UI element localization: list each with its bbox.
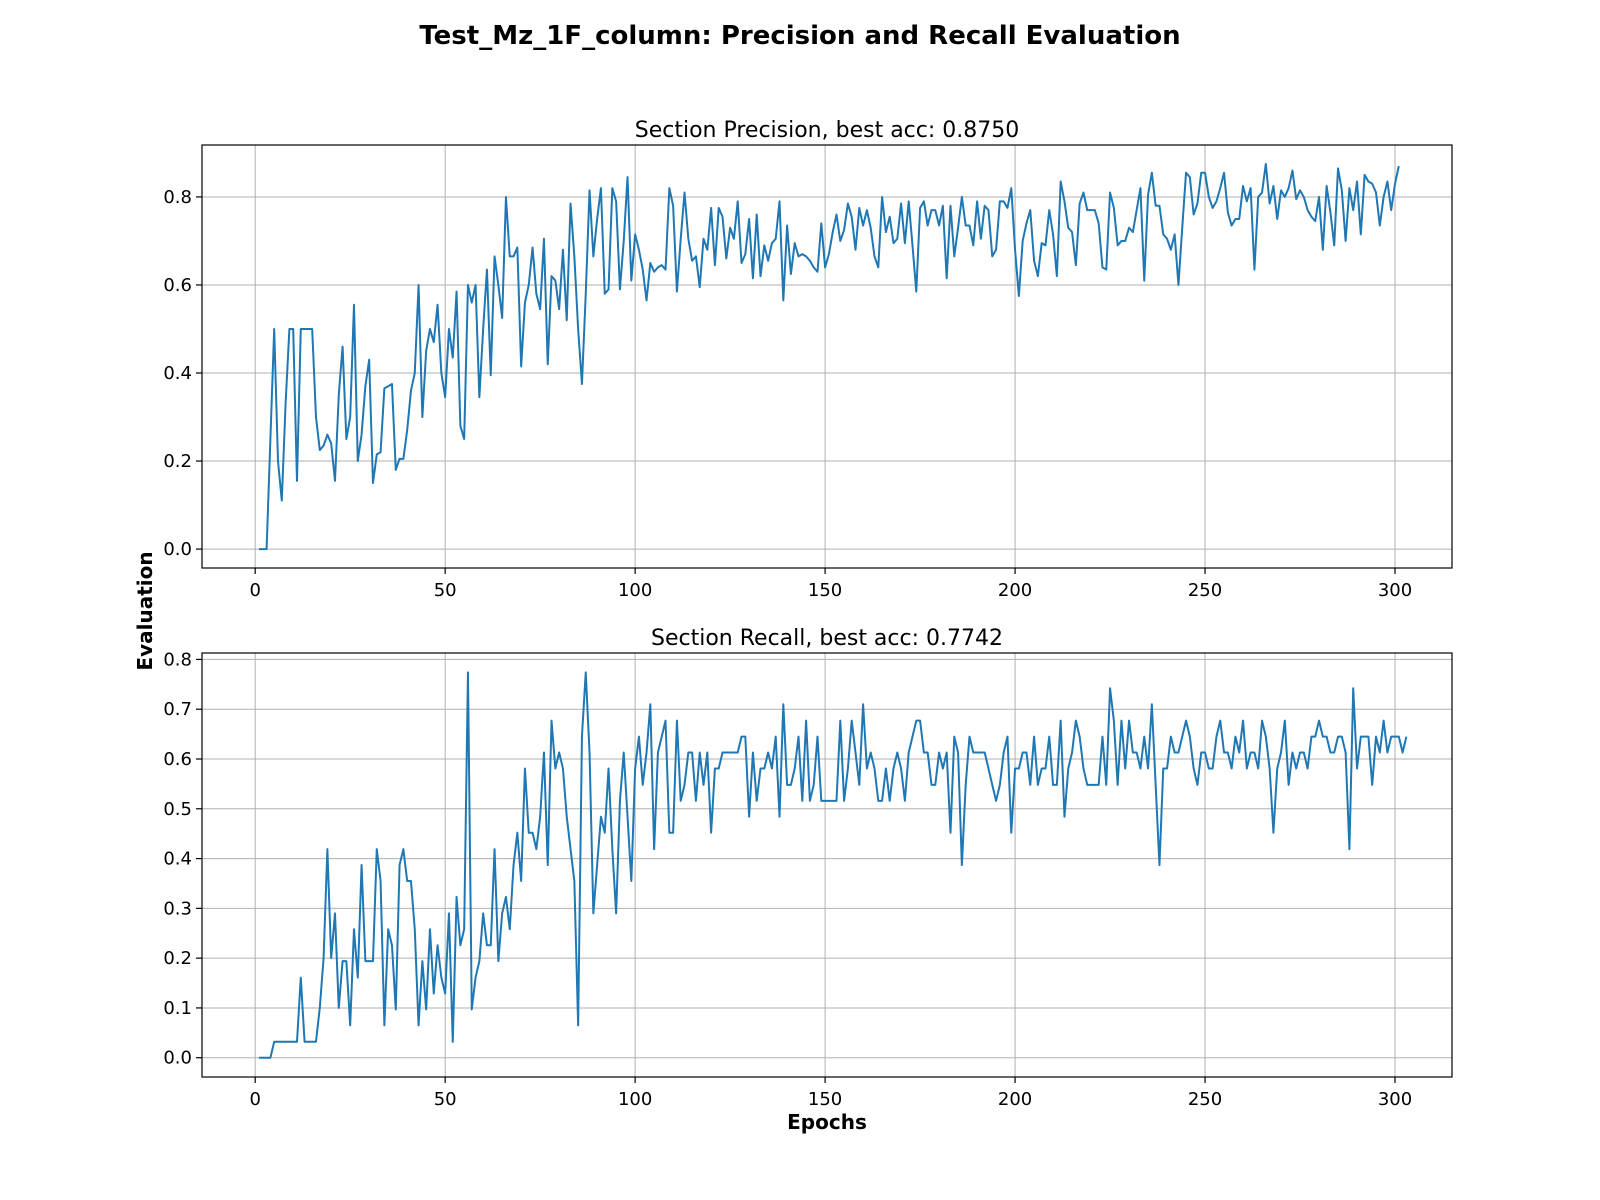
precision-x-tick-label: 150 <box>808 580 842 601</box>
recall-title: Section Recall, best acc: 0.7742 <box>651 626 1003 651</box>
precision-y-tick-label: 0.6 <box>163 275 192 296</box>
recall-y-tick-label: 0.7 <box>163 699 192 720</box>
recall-x-tick-label: 50 <box>434 1089 457 1110</box>
recall-x-tick-label: 300 <box>1378 1089 1412 1110</box>
precision-x-tick-label: 0 <box>249 580 260 601</box>
precision-x-tick-label: 50 <box>434 580 457 601</box>
precision-y-tick-label: 0.4 <box>163 363 192 384</box>
figure-title: Test_Mz_1F_column: Precision and Recall … <box>419 21 1180 51</box>
recall-axes-frame <box>201 652 1453 1078</box>
precision-x-tick-label: 100 <box>618 580 652 601</box>
recall-x-tick-label: 200 <box>998 1089 1032 1110</box>
y-axis-label: Evaluation <box>133 551 157 670</box>
recall-x-tick-label: 100 <box>618 1089 652 1110</box>
precision-x-tick-label: 200 <box>998 580 1032 601</box>
precision-panel: Section Precision, best acc: 0.8750 0 50 1… <box>163 118 1453 601</box>
recall-x-tick-label: 0 <box>249 1089 260 1110</box>
recall-y-tick-label: 0.2 <box>163 948 192 969</box>
precision-x-tick-label: 300 <box>1378 580 1412 601</box>
recall-y-tick-label: 0.3 <box>163 898 192 919</box>
recall-series-line <box>258 671 1408 1059</box>
precision-x-tick-label: 250 <box>1188 580 1222 601</box>
precision-series-line <box>258 162 1400 551</box>
precision-title: Section Precision, best acc: 0.8750 <box>635 118 1020 143</box>
precision-y-tick-label: 0.0 <box>163 539 192 560</box>
recall-y-tick-label: 0.5 <box>163 799 192 820</box>
recall-y-tick-label: 0.6 <box>163 749 192 770</box>
precision-axes-frame <box>201 144 1453 569</box>
recall-y-tick-label: 0.1 <box>163 998 192 1019</box>
x-axis-label: Epochs <box>787 1110 867 1134</box>
recall-y-tick-label: 0.8 <box>163 649 192 670</box>
recall-y-tick-label: 0.0 <box>163 1048 192 1069</box>
precision-y-tick-label: 0.2 <box>163 451 192 472</box>
recall-y-tick-label: 0.4 <box>163 849 192 870</box>
precision-y-tick-label: 0.8 <box>163 187 192 208</box>
recall-x-tick-label: 150 <box>808 1089 842 1110</box>
recall-panel: Section Recall, best acc: 0.7742 0 50 100 1… <box>163 626 1453 1110</box>
recall-x-tick-label: 250 <box>1188 1089 1222 1110</box>
